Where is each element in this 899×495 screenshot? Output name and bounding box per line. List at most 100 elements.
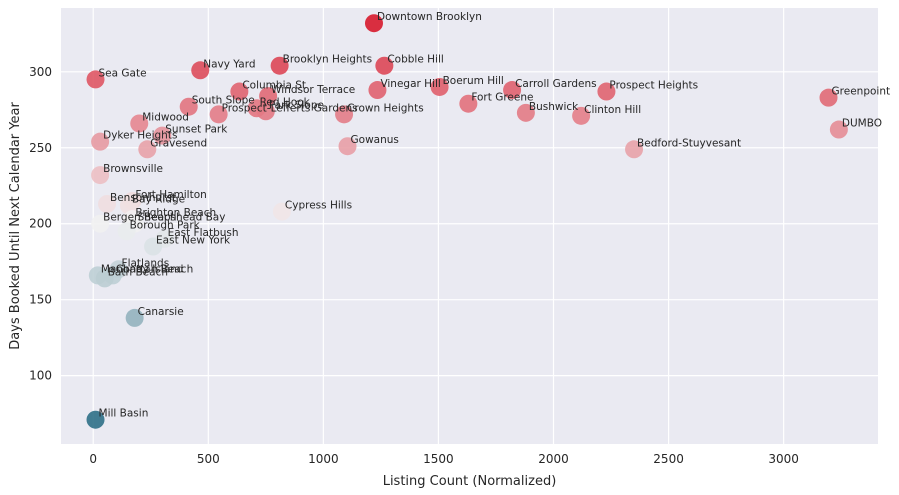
point-label-cobble-hill: Cobble Hill (387, 54, 443, 66)
point-bay-ridge (119, 196, 138, 215)
point-mill-basin (86, 410, 105, 429)
point-label-sheepshead-bay: Sheepshead Bay (138, 212, 226, 224)
point-sea-gate (86, 70, 105, 89)
point-label-midwood: Midwood (142, 111, 189, 123)
y-tick-label: 300 (29, 65, 52, 79)
point-label-downtown-brooklyn: Downtown Brooklyn (377, 11, 482, 23)
point-bushwick (516, 103, 535, 122)
point-park-slope (256, 102, 275, 121)
point-label-brownsville: Brownsville (103, 163, 163, 175)
x-tick-label: 3000 (768, 452, 799, 466)
point-label-clinton-hill: Clinton Hill (584, 104, 641, 116)
point-label-dumbo: DUMBO (842, 118, 882, 130)
point-vinegar-hill (368, 81, 387, 100)
point-bedford-stuyvesant (625, 140, 644, 159)
point-label-gowanus: Gowanus (351, 134, 399, 146)
point-label-bushwick: Bushwick (529, 101, 579, 113)
point-label-boerum-hill: Boerum Hill (443, 75, 504, 87)
point-label-bedford-stuyvesant: Bedford-Stuyvesant (637, 137, 741, 149)
point-label-crown-heights: Crown Heights (347, 102, 424, 114)
point-label-flatlands: Flatlands (122, 257, 170, 269)
point-gravesend (138, 140, 157, 159)
point-label-canarsie: Canarsie (138, 306, 184, 318)
point-label-brooklyn-heights: Brooklyn Heights (283, 54, 373, 66)
x-tick-label: 2500 (653, 452, 684, 466)
point-midwood (130, 114, 149, 133)
point-label-navy-yard: Navy Yard (203, 58, 255, 70)
point-crown-heights (335, 105, 354, 124)
point-label-bay-ridge: Bay Ridge (132, 193, 185, 205)
point-label-cypress-hills: Cypress Hills (285, 200, 352, 212)
point-label-east-flatbush: East Flatbush (168, 227, 239, 239)
x-axis-title: Listing Count (Normalized) (383, 474, 557, 489)
x-tick-label: 1500 (423, 452, 454, 466)
point-canarsie (125, 308, 144, 327)
point-label-mill-basin: Mill Basin (99, 408, 149, 420)
point-prospect-heights (597, 82, 616, 101)
point-label-red-hook: Red Hook (260, 96, 311, 108)
point-cobble-hill (375, 56, 394, 75)
point-label-vinegar-hill: Vinegar Hill (380, 78, 440, 90)
point-label-greenpoint: Greenpoint (832, 86, 891, 98)
point-south-slope (179, 97, 198, 116)
point-brooklyn-heights (270, 56, 289, 75)
point-label-gravesend: Gravesend (150, 137, 207, 149)
y-tick-label: 250 (29, 141, 52, 155)
point-gowanus (338, 137, 357, 156)
point-dumbo (829, 120, 848, 139)
point-bath-beach (95, 269, 114, 288)
point-label-sunset-park: Sunset Park (165, 124, 228, 136)
x-tick-labels: 0 500 1000 1500 2000 2500 3000 (89, 452, 799, 466)
point-prospect-lefferts-gardens (209, 105, 228, 124)
point-label-park-slope: Park Slope (269, 99, 324, 111)
point-borough-park (117, 222, 136, 241)
point-boerum-hill (430, 77, 449, 96)
point-fort-greene (459, 94, 478, 113)
point-label-carroll-gardens: Carroll Gardens (515, 78, 597, 90)
y-tick-label: 200 (29, 217, 52, 231)
point-downtown-brooklyn (364, 14, 383, 33)
point-label-prospect-heights: Prospect Heights (609, 80, 698, 92)
point-label-south-slope: South Slope (192, 95, 255, 107)
point-brownsville (91, 166, 110, 185)
point-carroll-gardens (503, 81, 522, 100)
x-tick-label: 2000 (538, 452, 569, 466)
point-sunset-park (153, 126, 172, 145)
point-label-dyker-heights: Dyker Heights (103, 130, 177, 142)
point-label-bath-beach: Bath Beach (108, 266, 168, 278)
point-bergen-beach (91, 214, 110, 233)
point-label-manhattan-beach: Manhattan Beach (101, 263, 193, 275)
grid (61, 8, 878, 444)
point-bensonhurst (98, 194, 117, 213)
point-label-fort-greene: Fort Greene (471, 92, 533, 104)
point-label-columbia-st: Columbia St (242, 80, 306, 92)
point-columbia-st (230, 82, 249, 101)
point-label-prospect-lefferts-gardens: Prospect-Lefferts Gardens (222, 102, 358, 114)
plot-background (61, 8, 878, 444)
point-label-fort-hamilton: Fort Hamilton (135, 189, 206, 201)
y-tick-label: 150 (29, 293, 52, 307)
data-points (86, 14, 848, 429)
point-label-sea-gate: Sea Gate (99, 67, 147, 79)
y-tick-label: 100 (29, 369, 52, 383)
point-label-coney-island: Coney Island (116, 263, 184, 275)
point-navy-yard (191, 61, 210, 80)
point-label-windsor-terrace: Windsor Terrace (271, 84, 355, 96)
x-tick-label: 0 (89, 452, 97, 466)
point-cypress-hills (272, 202, 291, 221)
point-clinton-hill (572, 106, 591, 125)
y-tick-labels: 100 150 200 250 300 (29, 65, 52, 383)
point-windsor-terrace (259, 87, 278, 106)
point-labels: Downtown Brooklyn Cobble Hill Brooklyn Hei… (99, 11, 891, 420)
point-dyker-heights (91, 132, 110, 151)
point-label-borough-park: Borough Park (130, 219, 201, 231)
x-tick-label: 1000 (308, 452, 339, 466)
y-axis-title: Days Booked Until Next Calendar Year (8, 102, 23, 350)
point-greenpoint (819, 88, 838, 107)
point-label-bensonhurst: Bensonhurst (110, 192, 176, 204)
x-tick-label: 500 (197, 452, 220, 466)
point-label-bergen-beach: Bergen Beach (103, 212, 176, 224)
point-label-brighton-beach: Brighton Beach (135, 207, 216, 219)
point-label-east-new-york: East New York (156, 235, 231, 247)
